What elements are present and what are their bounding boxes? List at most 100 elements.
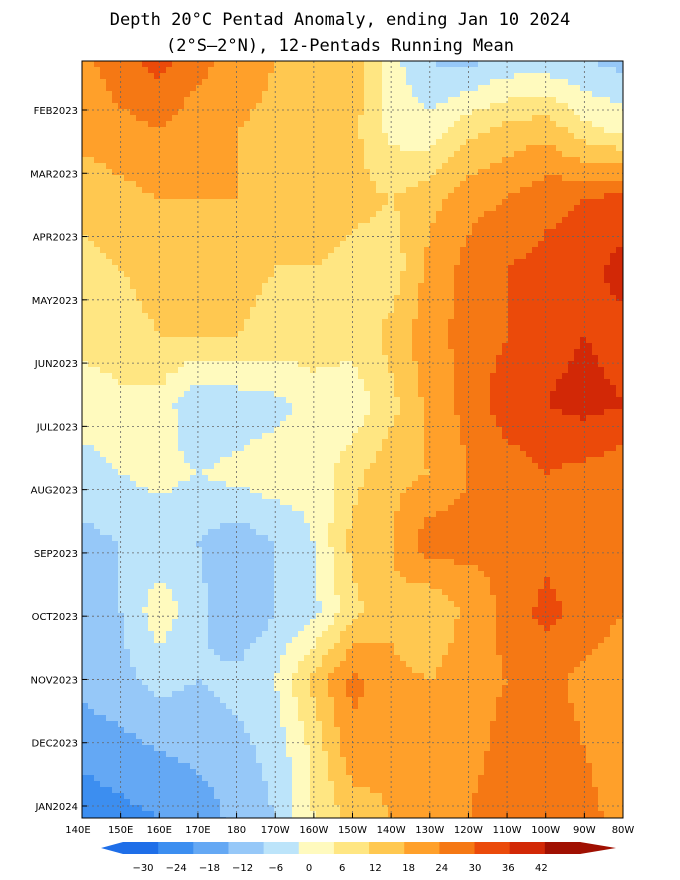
heat-cell <box>238 253 245 260</box>
heat-cell <box>604 229 611 236</box>
heat-cell <box>262 307 269 314</box>
heat-cell <box>448 115 455 122</box>
heat-cell <box>358 103 365 110</box>
heat-cell <box>82 133 89 140</box>
heat-cell <box>442 97 449 104</box>
heat-cell <box>214 73 221 80</box>
heat-cell <box>286 337 293 344</box>
heat-cell <box>406 253 413 260</box>
heat-cell <box>490 235 497 242</box>
heat-cell <box>100 187 107 194</box>
heat-cell <box>550 223 557 230</box>
heat-cell <box>442 133 449 140</box>
heat-cell <box>238 205 245 212</box>
heat-cell <box>382 169 389 176</box>
heat-cell <box>544 193 551 200</box>
heat-cell <box>394 211 401 218</box>
heat-cell <box>478 385 485 392</box>
heat-cell <box>358 229 365 236</box>
heat-cell <box>262 67 269 74</box>
heat-cell <box>190 373 197 380</box>
heat-cell <box>268 337 275 344</box>
heat-cell <box>550 61 557 68</box>
heat-cell <box>502 73 509 80</box>
heat-cell <box>550 379 557 386</box>
heat-cell <box>394 103 401 110</box>
heat-cell <box>292 295 299 302</box>
heat-cell <box>304 103 311 110</box>
heat-cell <box>310 97 317 104</box>
heat-cell <box>334 67 341 74</box>
heat-cell <box>502 217 509 224</box>
heat-cell <box>508 241 515 248</box>
heat-cell <box>442 121 449 128</box>
heat-cell <box>598 121 605 128</box>
heat-cell <box>370 295 377 302</box>
heat-cell <box>106 67 113 74</box>
heat-cell <box>376 385 383 392</box>
heat-cell <box>376 85 383 92</box>
heat-cell <box>94 265 101 272</box>
heat-cell <box>274 163 281 170</box>
heat-cell <box>364 289 371 296</box>
heat-cell <box>94 247 101 254</box>
heat-cell <box>352 193 359 200</box>
heat-cell <box>520 271 527 278</box>
heat-cell <box>298 97 305 104</box>
heat-cell <box>112 343 119 350</box>
heat-cell <box>394 193 401 200</box>
heat-cell <box>262 217 269 224</box>
heat-cell <box>592 325 599 332</box>
heat-cell <box>166 349 173 356</box>
heat-cell <box>436 295 443 302</box>
heat-cell <box>436 145 443 152</box>
heat-cell <box>292 385 299 392</box>
heat-cell <box>592 187 599 194</box>
heat-cell <box>142 331 149 338</box>
heat-cell <box>136 367 143 374</box>
heat-cell <box>598 379 605 386</box>
heat-cell <box>148 145 155 152</box>
heat-cell <box>592 343 599 350</box>
heat-cell <box>382 367 389 374</box>
heat-cell <box>154 367 161 374</box>
heat-cell <box>154 115 161 122</box>
heat-cell <box>262 115 269 122</box>
heat-cell <box>520 301 527 308</box>
heat-cell <box>436 115 443 122</box>
heat-cell <box>562 157 569 164</box>
heat-cell <box>226 343 233 350</box>
heat-cell <box>508 235 515 242</box>
heat-cell <box>382 223 389 230</box>
heat-cell <box>430 133 437 140</box>
heat-cell <box>208 181 215 188</box>
heat-cell <box>502 67 509 74</box>
heat-cell <box>118 181 125 188</box>
heat-cell <box>142 91 149 98</box>
heat-cell <box>394 97 401 104</box>
heat-cell <box>586 319 593 326</box>
chart-subtitle: (2°S–2°N), 12-Pentads Running Mean <box>166 36 514 56</box>
heat-cell <box>202 355 209 362</box>
heat-cell <box>100 133 107 140</box>
heat-cell <box>286 277 293 284</box>
heat-cell <box>448 373 455 380</box>
heat-cell <box>334 247 341 254</box>
heat-cell <box>106 133 113 140</box>
heat-cell <box>160 175 167 182</box>
heat-cell <box>250 283 257 290</box>
heat-cell <box>508 121 515 128</box>
heat-cell <box>334 253 341 260</box>
heat-cell <box>172 103 179 110</box>
heat-cell <box>448 361 455 368</box>
heat-cell <box>526 121 533 128</box>
heat-cell <box>118 367 125 374</box>
heat-cell <box>370 127 377 134</box>
heat-cell <box>94 67 101 74</box>
heat-cell <box>430 145 437 152</box>
heat-cell <box>172 97 179 104</box>
heat-cell <box>190 301 197 308</box>
heat-cell <box>160 151 167 158</box>
heat-cell <box>202 325 209 332</box>
heat-cell <box>586 289 593 296</box>
